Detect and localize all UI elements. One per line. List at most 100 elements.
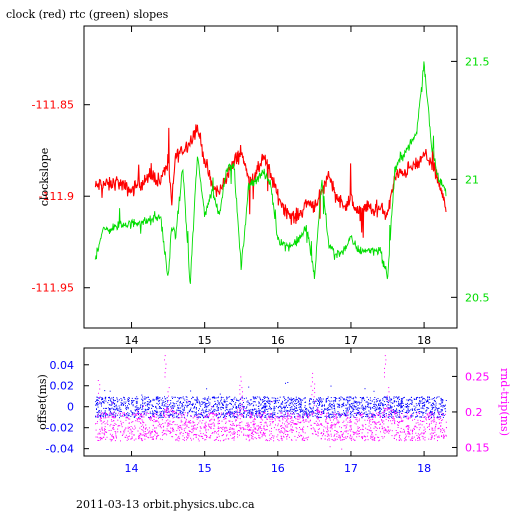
- top-right-y-tick-label: 20.5: [465, 291, 490, 304]
- offset-point: [378, 412, 380, 414]
- round-trip-point: [188, 435, 190, 437]
- offset-point: [281, 412, 283, 414]
- offset-point: [159, 406, 161, 408]
- offset-point: [147, 403, 149, 405]
- offset-point: [268, 408, 270, 410]
- offset-point: [391, 415, 393, 417]
- offset-point: [110, 398, 112, 400]
- offset-point: [192, 402, 194, 404]
- round-trip-point: [238, 430, 240, 431]
- offset-point: [296, 407, 298, 409]
- round-trip-point: [226, 413, 228, 415]
- offset-point: [144, 402, 146, 404]
- round-trip-point: [106, 436, 108, 438]
- offset-point: [339, 414, 341, 416]
- round-trip-point: [272, 422, 274, 424]
- round-trip-point: [302, 430, 304, 432]
- offset-point: [142, 404, 144, 406]
- offset-point: [415, 403, 417, 405]
- round-trip-point: [406, 425, 408, 427]
- round-trip-point: [115, 414, 117, 416]
- offset-point: [181, 412, 183, 414]
- round-trip-point: [120, 422, 122, 424]
- round-trip-point: [251, 415, 252, 417]
- offset-point: [391, 414, 392, 416]
- round-trip-point: [233, 415, 235, 417]
- round-trip-point: [209, 423, 211, 425]
- round-trip-point: [243, 427, 244, 429]
- round-trip-point: [399, 415, 401, 417]
- offset-point: [104, 397, 106, 399]
- round-trip-point: [115, 435, 117, 437]
- offset-point: [309, 412, 310, 414]
- round-trip-point: [300, 421, 302, 423]
- round-trip-point: [374, 416, 376, 418]
- offset-point: [167, 414, 169, 416]
- offset-point: [146, 397, 148, 399]
- offset-point: [300, 406, 302, 408]
- offset-point: [324, 408, 326, 410]
- round-trip-point: [376, 427, 378, 429]
- round-trip-point: [253, 430, 255, 432]
- round-trip-point: [369, 419, 370, 421]
- offset-point: [302, 415, 304, 417]
- offset-point: [204, 415, 206, 417]
- offset-point: [440, 403, 442, 405]
- offset-point: [363, 398, 365, 400]
- round-trip-point: [292, 413, 294, 414]
- offset-point: [338, 403, 339, 405]
- offset-point: [304, 412, 306, 414]
- offset-point: [128, 402, 130, 404]
- offset-point: [442, 406, 444, 408]
- offset-point: [184, 406, 185, 408]
- offset-point: [444, 408, 446, 410]
- offset-point: [122, 405, 124, 406]
- round-trip-point: [291, 432, 293, 433]
- round-trip-point: [299, 422, 301, 423]
- round-trip-point: [141, 440, 143, 442]
- round-trip-point: [429, 433, 431, 435]
- round-trip-point: [433, 438, 435, 440]
- round-trip-point: [166, 409, 167, 411]
- round-trip-point: [347, 412, 348, 414]
- offset-point: [414, 408, 416, 410]
- offset-point: [363, 396, 364, 398]
- offset-point: [250, 416, 252, 418]
- round-trip-point: [141, 429, 143, 431]
- offset-point: [433, 402, 434, 404]
- offset-point: [273, 400, 275, 402]
- offset-point: [140, 405, 142, 407]
- offset-point: [279, 396, 281, 398]
- offset-point: [289, 404, 291, 406]
- round-trip-point: [334, 438, 336, 440]
- round-trip-point: [262, 434, 264, 436]
- offset-point: [331, 406, 333, 408]
- offset-point: [164, 404, 165, 406]
- round-trip-point: [346, 415, 348, 417]
- round-trip-point: [329, 418, 331, 420]
- offset-point: [419, 416, 421, 418]
- offset-point: [159, 411, 161, 413]
- round-trip-point: [166, 407, 168, 409]
- round-trip-point: [141, 419, 143, 421]
- round-trip-point: [402, 431, 404, 433]
- round-trip-point: [240, 427, 242, 429]
- round-trip-point: [135, 420, 137, 422]
- offset-point: [202, 402, 204, 404]
- offset-point: [368, 410, 370, 412]
- round-trip-point: [108, 430, 110, 431]
- round-trip-point: [291, 439, 292, 441]
- round-trip-point: [213, 428, 215, 430]
- round-trip-point: [259, 415, 261, 417]
- offset-point: [282, 396, 284, 398]
- round-trip-point: [144, 412, 146, 414]
- offset-point: [206, 398, 208, 400]
- round-trip-point: [296, 418, 298, 420]
- offset-point: [202, 398, 204, 400]
- round-trip-point: [187, 434, 189, 436]
- round-trip-point: [435, 434, 437, 436]
- offset-point: [343, 405, 345, 407]
- offset-point: [288, 410, 290, 412]
- round-trip-point: [424, 432, 425, 434]
- round-trip-point: [275, 429, 277, 431]
